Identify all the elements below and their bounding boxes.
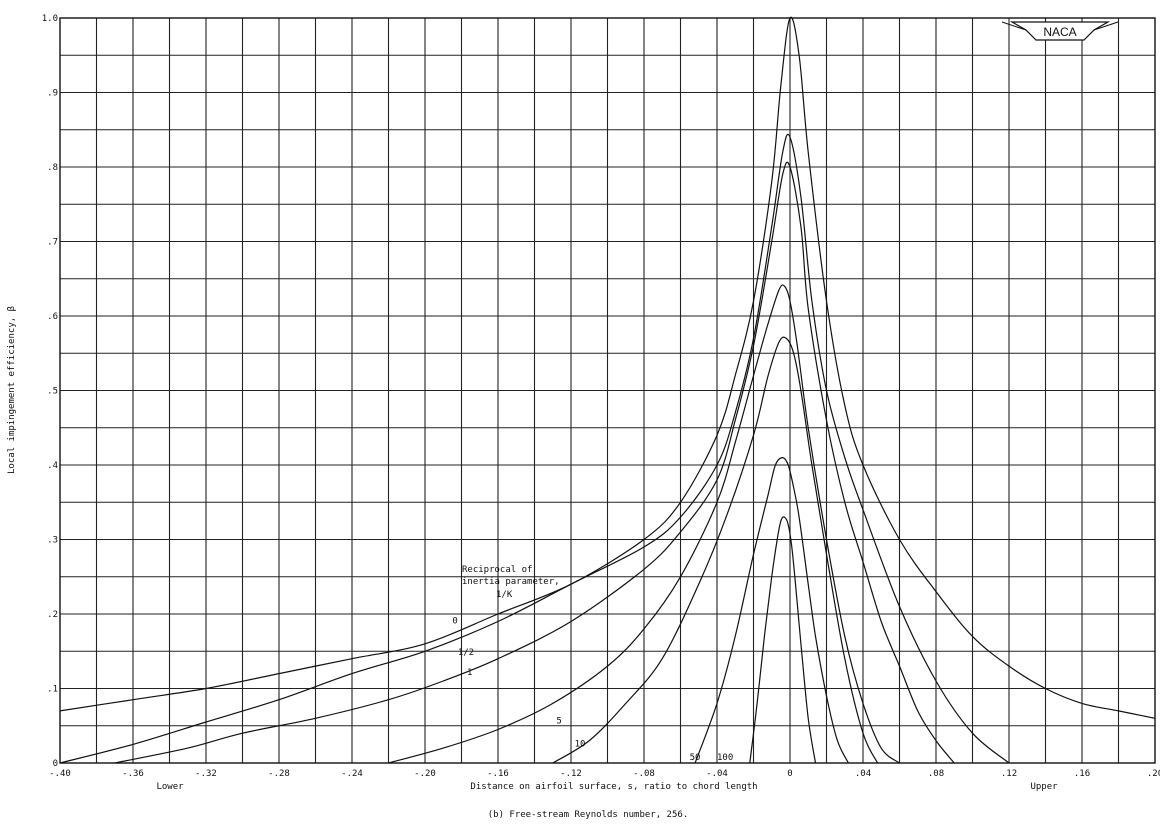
series-line-0 — [59, 16, 1156, 719]
x-tick-label: -.20 — [414, 769, 436, 779]
series-line-1-2 — [59, 133, 1010, 764]
y-tick-label: .2 — [47, 610, 58, 620]
series-line-100 — [749, 516, 817, 764]
y-tick-label: .1 — [47, 685, 58, 695]
legend-title-line3: 1/K — [496, 590, 513, 600]
curve-label: 100 — [717, 753, 733, 763]
curve-label: 50 — [690, 753, 701, 763]
curve-label: 1 — [467, 668, 472, 678]
x-tick-label: -.24 — [341, 769, 363, 779]
minor-grid — [60, 18, 1155, 763]
x-left-side-label: Lower — [156, 782, 184, 792]
legend-title-line2: inertia parameter, — [462, 577, 560, 587]
y-tick-label: .9 — [47, 89, 58, 99]
series-line-5 — [388, 284, 900, 764]
naca-logo-text: NACA — [1043, 25, 1076, 39]
curve-label: 1/2 — [458, 648, 474, 658]
series-line-50 — [694, 456, 849, 764]
figure-caption: (b) Free-stream Reynolds number, 256. — [488, 810, 688, 820]
x-right-side-label: Upper — [1030, 782, 1058, 792]
x-tick-label: -.08 — [633, 769, 655, 779]
curve-labels: 0 1/2 1 5 10 50 100 — [452, 617, 733, 763]
legend-title: Reciprocal of inertia parameter, 1/K — [462, 565, 560, 600]
x-tick-label: -.40 — [49, 769, 71, 779]
x-tick-label: -.32 — [195, 769, 217, 779]
plot-frame — [59, 17, 1156, 764]
series-line-10 — [552, 336, 879, 764]
curve-label: 0 — [452, 617, 457, 627]
x-axis-label: Distance on airfoil surface, s, ratio to… — [470, 782, 757, 792]
x-tick-label: -.16 — [487, 769, 509, 779]
y-tick-label: 0 — [53, 759, 58, 769]
y-tick-label: .7 — [47, 238, 58, 248]
series-line-1 — [114, 161, 955, 764]
y-tick-labels: 0 .1 .2 .3 .4 .5 .6 .7 .8 .9 1.0 — [42, 14, 58, 769]
y-tick-label: .8 — [47, 163, 58, 173]
y-tick-label: .4 — [47, 461, 58, 471]
x-tick-label: 0 — [787, 769, 792, 779]
y-tick-label: .6 — [47, 312, 58, 322]
curve-label: 5 — [556, 717, 561, 727]
x-tick-label: -.36 — [122, 769, 144, 779]
x-tick-label: -.04 — [706, 769, 728, 779]
y-tick-label: .3 — [47, 536, 58, 546]
series-layer — [59, 16, 1156, 764]
x-tick-label: -.28 — [268, 769, 290, 779]
naca-logo: NACA — [1001, 21, 1119, 41]
x-tick-label: .16 — [1074, 769, 1090, 779]
y-axis-label: Local impingement efficiency, β — [7, 306, 17, 474]
y-tick-label: 1.0 — [42, 14, 58, 24]
x-tick-label: .20 — [1147, 769, 1160, 779]
x-tick-labels: -.40 -.36 -.32 -.28 -.24 -.20 -.16 -.12 -.08 -.04… — [49, 769, 1160, 779]
y-tick-label: .5 — [47, 387, 58, 397]
x-tick-label: .08 — [928, 769, 944, 779]
x-tick-label: .12 — [1001, 769, 1017, 779]
curve-label: 10 — [575, 740, 586, 750]
x-tick-label: .04 — [855, 769, 871, 779]
legend-title-line1: Reciprocal of — [462, 565, 532, 575]
x-tick-label: -.12 — [560, 769, 582, 779]
